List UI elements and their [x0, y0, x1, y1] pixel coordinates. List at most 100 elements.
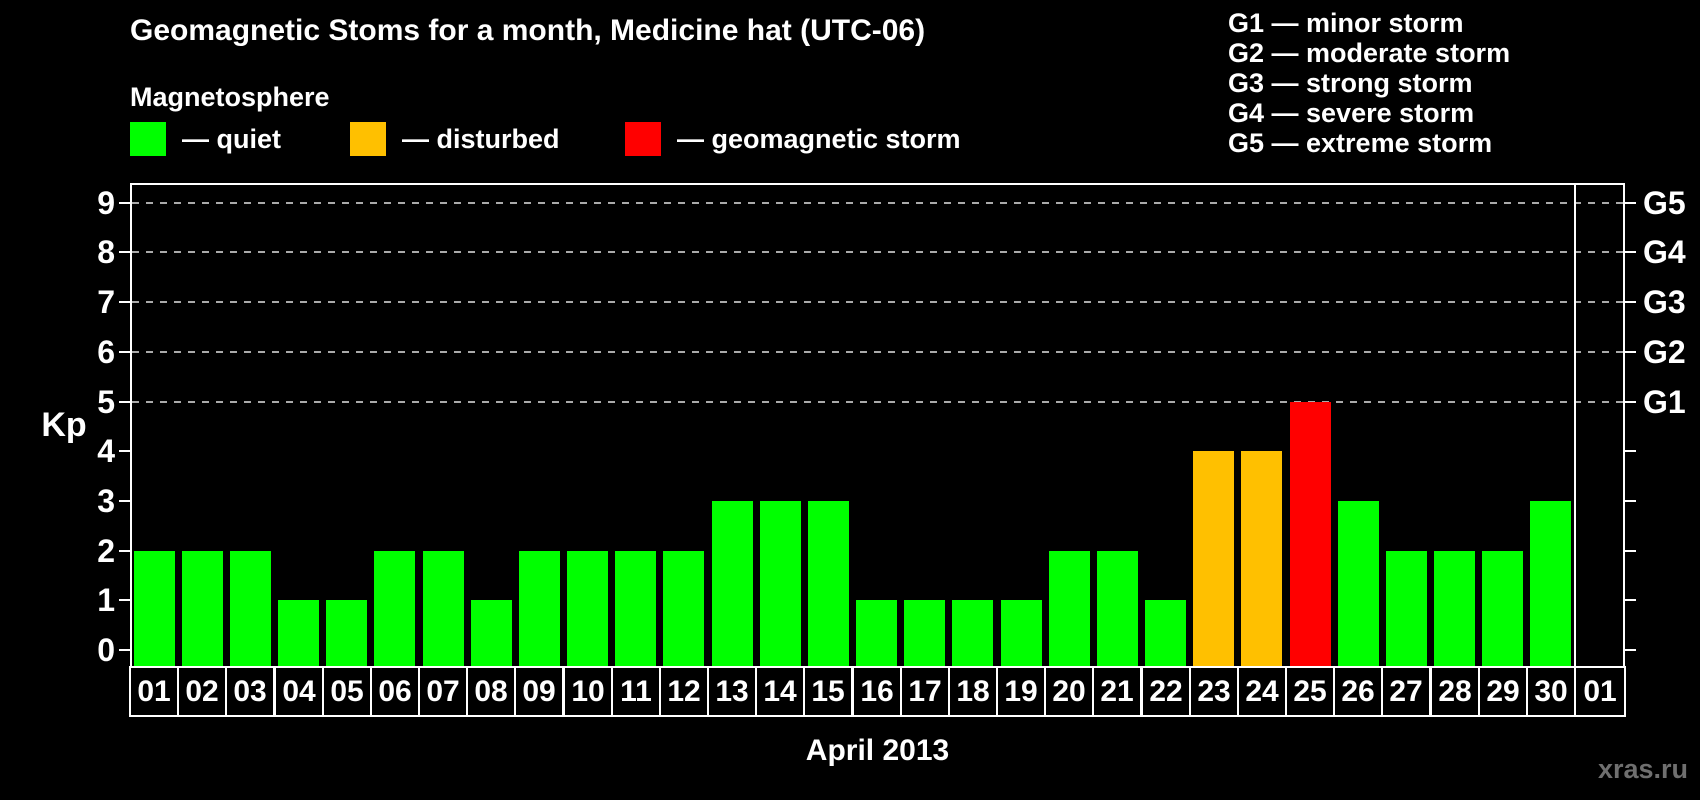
g-scale-label-g3: G3 [1643, 284, 1686, 321]
storm-color-swatch [625, 122, 661, 156]
month-label: April 2013 [805, 734, 950, 767]
day-label-cell: 10 [563, 666, 613, 717]
y-tick-label: 8 [97, 234, 115, 271]
kp-bar-day-27 [1386, 551, 1427, 666]
kp-bar-day-22 [1145, 600, 1186, 666]
y-tick-label: 7 [97, 284, 115, 321]
day-label-cell: 04 [274, 666, 324, 717]
y-tick-left [119, 201, 132, 204]
kp-bar-day-18 [952, 600, 993, 666]
day-label-cell: 01 [1574, 666, 1626, 717]
day-label-cell: 06 [370, 666, 420, 717]
day-label-cell: 12 [659, 666, 709, 717]
day-label-cell: 20 [1044, 666, 1094, 717]
day-label-cell: 01 [129, 666, 179, 717]
y-tick-right [1623, 350, 1636, 353]
kp-bar-day-13 [712, 501, 753, 666]
kp-bar-day-03 [230, 551, 271, 666]
kp-bar-day-02 [182, 551, 223, 666]
day-label-cell: 28 [1430, 666, 1480, 717]
kp-bar-day-08 [471, 600, 512, 666]
y-tick-label: 0 [97, 632, 115, 668]
day-label-cell: 24 [1237, 666, 1287, 717]
kp-bar-day-15 [808, 501, 849, 666]
y-tick-left [119, 400, 132, 403]
kp-bar-day-30 [1530, 501, 1571, 666]
y-tick-right [1623, 400, 1636, 403]
day-label-cell: 16 [852, 666, 902, 717]
kp-bar-day-14 [760, 501, 801, 666]
page-title: Geomagnetic Stoms for a month, Medicine … [130, 14, 926, 47]
y-tick-left [119, 649, 132, 651]
kp-bar-day-07 [423, 551, 464, 666]
y-tick-right [1623, 599, 1636, 602]
y-tick-right [1623, 201, 1636, 204]
kp-bar-day-23 [1193, 451, 1234, 666]
kp-bar-day-09 [519, 551, 560, 666]
day-label-cell: 14 [755, 666, 805, 717]
day-label-cell: 17 [900, 666, 950, 717]
day-label-cell: 07 [418, 666, 468, 717]
day-label-cell: 09 [514, 666, 564, 717]
y-tick-left [119, 549, 132, 552]
kp-bar-day-11 [615, 551, 656, 666]
y-tick-label: 4 [97, 433, 115, 470]
kp-bar-day-25 [1290, 402, 1331, 667]
y-tick-label: 9 [97, 184, 115, 221]
kp-bar-day-06 [374, 551, 415, 666]
day-label-cell: 30 [1526, 666, 1576, 717]
kp-axis-label: Kp [41, 406, 87, 444]
kp-bar-day-21 [1097, 551, 1138, 666]
y-tick-right [1623, 649, 1636, 651]
day-label-cell: 23 [1189, 666, 1239, 717]
day-label-cell: 05 [322, 666, 372, 717]
y-tick-left [119, 499, 132, 502]
gridline-kp-7 [132, 301, 1623, 304]
day-label-cell: 27 [1381, 666, 1431, 717]
g-scale-label-g1: G1 [1643, 383, 1686, 420]
watermark: xras.ru [1597, 754, 1688, 784]
y-tick-left [119, 301, 132, 304]
day-label-cell: 18 [948, 666, 998, 717]
storm-scale-item-g5: G5 — extreme storm [1228, 128, 1493, 158]
y-tick-label: 6 [97, 333, 115, 370]
legend-item-label: — geomagnetic storm [677, 123, 961, 154]
g-scale-label-g4: G4 [1643, 234, 1686, 271]
g-scale-label-g5: G5 [1643, 184, 1686, 221]
storm-scale-item-g4: G4 — severe storm [1228, 98, 1475, 128]
day-label-cell: 02 [177, 666, 227, 717]
kp-bar-day-05 [326, 600, 367, 666]
y-tick-right [1623, 499, 1636, 502]
y-tick-right [1623, 549, 1636, 552]
storm-scale-item-g1: G1 — minor storm [1228, 8, 1464, 38]
y-tick-label: 3 [97, 482, 115, 519]
month-divider-line [1574, 183, 1576, 666]
g-scale-label-g2: G2 [1643, 333, 1686, 370]
day-label-cell: 29 [1478, 666, 1528, 717]
y-tick-label: 1 [97, 582, 115, 619]
y-tick-label: 5 [97, 383, 115, 420]
kp-bar-day-29 [1482, 551, 1523, 666]
y-tick-left [119, 450, 132, 453]
magnetosphere-legend-title: Magnetosphere [130, 82, 330, 112]
day-label-cell: 15 [803, 666, 853, 717]
y-tick-right [1623, 450, 1636, 453]
kp-bar-day-17 [904, 600, 945, 666]
kp-bar-day-24 [1241, 451, 1282, 666]
day-label-cell: 08 [466, 666, 516, 717]
storm-scale-item-g2: G2 — moderate storm [1228, 38, 1511, 68]
kp-bar-day-10 [567, 551, 608, 666]
kp-bar-day-01 [134, 551, 175, 666]
kp-bar-day-04 [278, 600, 319, 666]
kp-bar-day-16 [856, 600, 897, 666]
disturbed-color-swatch [350, 122, 386, 156]
day-label-cell: 22 [1141, 666, 1191, 717]
y-tick-left [119, 599, 132, 602]
day-label-cell: 03 [225, 666, 275, 717]
y-tick-right [1623, 251, 1636, 254]
y-tick-label: 2 [97, 532, 115, 569]
legend-item-storm: — geomagnetic storm [625, 120, 961, 158]
quiet-color-swatch [130, 122, 166, 156]
y-tick-right [1623, 301, 1636, 304]
